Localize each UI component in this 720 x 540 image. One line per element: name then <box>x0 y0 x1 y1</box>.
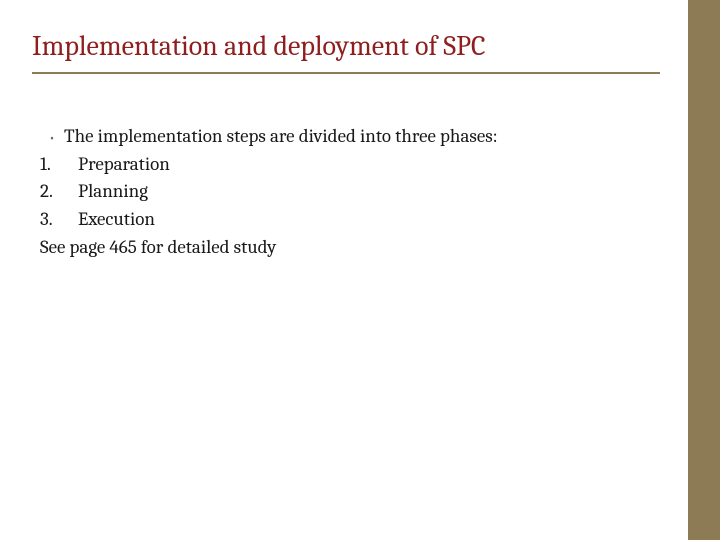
list-text: Execution <box>78 207 155 233</box>
list-item: 1. Preparation <box>40 152 600 178</box>
list-text: Preparation <box>78 152 170 178</box>
decorative-sidebar <box>688 0 720 540</box>
footnote-text: See page 465 for detailed study <box>40 235 600 261</box>
title-underline <box>32 72 660 74</box>
list-item: 3. Execution <box>40 207 600 233</box>
slide-title: Implementation and deployment of SPC <box>32 30 486 64</box>
slide-body: • The implementation steps are divided i… <box>40 124 600 260</box>
list-number: 2. <box>40 179 66 205</box>
list-number: 3. <box>40 207 66 233</box>
list-item: 2. Planning <box>40 179 600 205</box>
slide: Implementation and deployment of SPC • T… <box>0 0 720 540</box>
bullet-item: • The implementation steps are divided i… <box>40 124 600 150</box>
bullet-text: The implementation steps are divided int… <box>64 124 498 150</box>
list-number: 1. <box>40 152 66 178</box>
bullet-dot-icon: • <box>40 129 64 148</box>
list-text: Planning <box>78 179 148 205</box>
